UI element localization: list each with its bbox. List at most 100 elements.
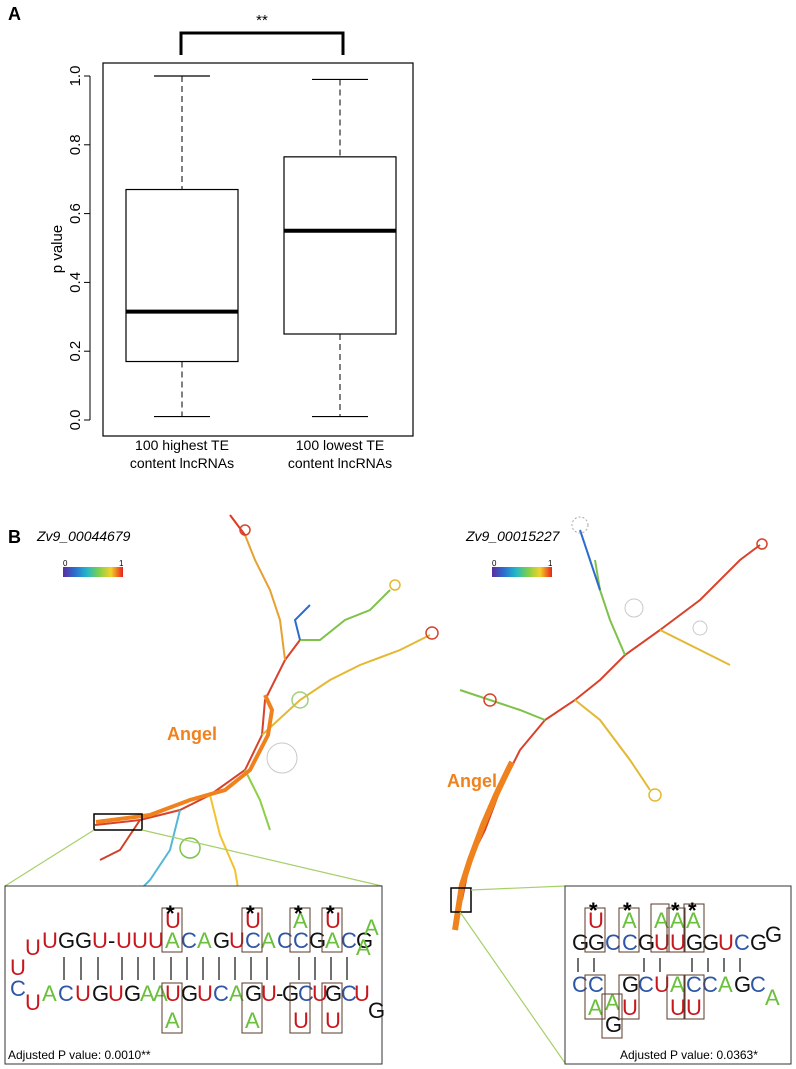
svg-text:G: G: [75, 928, 92, 953]
svg-text:G: G: [734, 972, 751, 997]
inset-left-pvalue: Adjusted P value: 0.0010**: [8, 1048, 151, 1062]
y-tick-label: 1.0: [67, 66, 84, 87]
svg-text:C: C: [702, 972, 718, 997]
svg-text:U: U: [10, 955, 26, 980]
svg-text:U: U: [670, 930, 686, 955]
svg-text:A: A: [364, 915, 379, 940]
svg-text:A: A: [588, 995, 603, 1020]
svg-text:U: U: [165, 908, 181, 933]
svg-text:C: C: [293, 928, 309, 953]
svg-text:U: U: [42, 928, 58, 953]
panel-a-label: A: [8, 4, 21, 24]
svg-text:G: G: [588, 930, 605, 955]
y-tick-label: 0.6: [67, 203, 84, 224]
structure-right-gene-name: Zv9_00015227: [465, 528, 561, 544]
svg-text:A: A: [197, 928, 212, 953]
structure-right-color-scale: [492, 567, 552, 577]
structure-right-scale-min: 0: [492, 559, 497, 568]
svg-text:G: G: [92, 981, 109, 1006]
svg-text:C: C: [58, 981, 74, 1006]
svg-text:G: G: [325, 981, 342, 1006]
svg-text:U: U: [354, 981, 370, 1006]
svg-text:C: C: [622, 930, 638, 955]
svg-text:C: C: [245, 928, 261, 953]
box-1: [125, 75, 239, 418]
svg-text:U: U: [654, 930, 670, 955]
svg-text:-: -: [276, 981, 283, 1006]
svg-text:U: U: [116, 928, 132, 953]
structure-left-scale-min: 0: [63, 559, 68, 568]
svg-text:A: A: [245, 1008, 260, 1033]
svg-text:A: A: [356, 935, 371, 960]
structure-left-rna-graph: [94, 514, 439, 914]
significance-marker: **: [256, 12, 268, 29]
svg-text:A: A: [670, 972, 685, 997]
svg-text:G: G: [282, 981, 299, 1006]
svg-text:A: A: [765, 985, 780, 1010]
svg-text:G: G: [58, 928, 75, 953]
svg-text:U: U: [165, 981, 181, 1006]
y-tick-label: 0.8: [67, 134, 84, 155]
y-axis: 0.0 0.2 0.4 0.6 0.8 1.0: [67, 66, 91, 431]
svg-text:A: A: [654, 908, 669, 933]
inset-right-pvalue: Adjusted P value: 0.0363*: [620, 1048, 758, 1062]
svg-text:U: U: [686, 995, 702, 1020]
y-axis-label: p value: [49, 225, 66, 273]
svg-text:*: *: [688, 898, 697, 923]
svg-text:U: U: [718, 930, 734, 955]
svg-text:C: C: [605, 930, 621, 955]
svg-text:*: *: [166, 901, 175, 926]
svg-text:U: U: [325, 908, 341, 933]
category-1-line1: 100 highest TE: [135, 437, 229, 453]
svg-text:U: U: [25, 935, 41, 960]
svg-text:G: G: [702, 930, 719, 955]
svg-text:A: A: [165, 928, 180, 953]
svg-text:A: A: [140, 981, 155, 1006]
svg-text:U: U: [245, 908, 261, 933]
svg-text:G: G: [356, 928, 373, 953]
svg-text:U: U: [229, 928, 245, 953]
svg-text:C: C: [734, 930, 750, 955]
inset-right-sequence: G G C C G U U G G U C G G U A A A A C C …: [572, 898, 782, 1039]
svg-text:A: A: [718, 972, 733, 997]
y-tick-label: 0.0: [67, 410, 84, 431]
box-iqr: [283, 156, 397, 335]
svg-text:G: G: [638, 930, 655, 955]
svg-text:C: C: [10, 976, 26, 1001]
svg-text:G: G: [309, 928, 326, 953]
inset-left-sequence: U U U G G U - U U U A C A G U C A C C G …: [10, 901, 385, 1034]
structure-right-scale-max: 1: [548, 559, 553, 568]
svg-text:G: G: [245, 981, 262, 1006]
svg-text:*: *: [326, 901, 335, 926]
svg-text:C: C: [341, 981, 357, 1006]
svg-text:U: U: [92, 928, 108, 953]
svg-text:A: A: [229, 981, 244, 1006]
svg-text:C: C: [181, 928, 197, 953]
svg-text:U: U: [293, 1008, 309, 1033]
svg-text:U: U: [588, 908, 604, 933]
svg-text:G: G: [605, 1012, 622, 1037]
svg-text:A: A: [605, 990, 620, 1015]
svg-text:-: -: [108, 928, 115, 953]
svg-text:G: G: [368, 998, 385, 1023]
structure-left-color-scale: [63, 567, 123, 577]
svg-text:U: U: [132, 928, 148, 953]
svg-text:*: *: [294, 901, 303, 926]
structure-left-zoom-line-1: [4, 829, 95, 887]
svg-text:G: G: [750, 930, 767, 955]
structure-left-angel-highlight: [95, 694, 275, 824]
svg-text:U: U: [654, 972, 670, 997]
svg-text:G: G: [622, 972, 639, 997]
svg-text:U: U: [25, 990, 41, 1015]
svg-text:G: G: [686, 930, 703, 955]
structure-left-zoom-line-2: [141, 829, 383, 887]
svg-text:*: *: [589, 898, 598, 923]
svg-text:A: A: [670, 908, 685, 933]
svg-text:A: A: [261, 928, 276, 953]
svg-text:C: C: [213, 981, 229, 1006]
svg-text:U: U: [261, 981, 277, 1006]
svg-text:A: A: [325, 928, 340, 953]
svg-text:C: C: [277, 928, 293, 953]
svg-text:U: U: [622, 995, 638, 1020]
